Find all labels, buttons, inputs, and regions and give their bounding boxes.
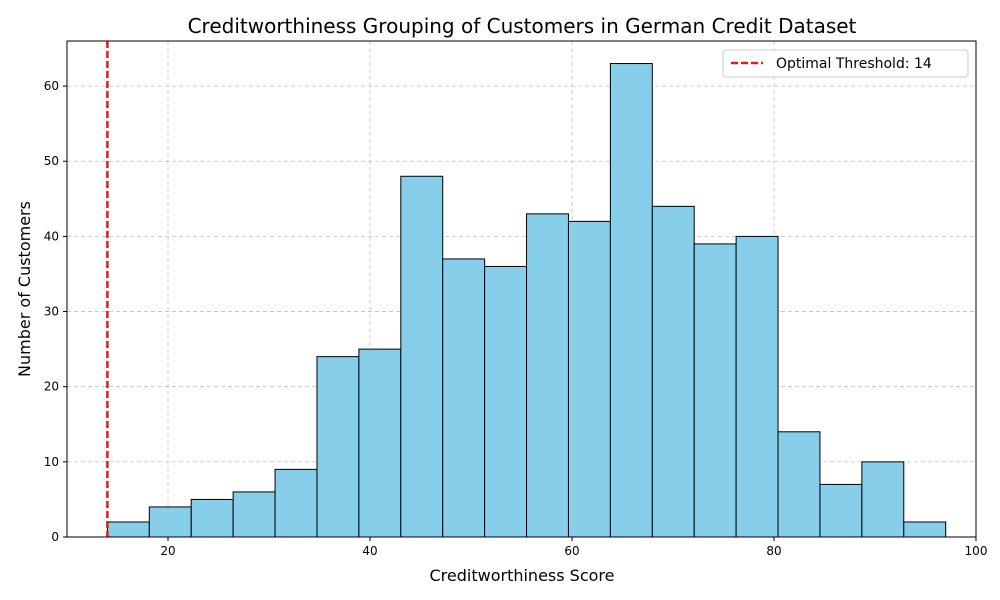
histogram-bar [651, 205, 695, 538]
histogram-bar [316, 356, 360, 538]
histogram-bar [567, 220, 611, 538]
histogram-bar [526, 213, 569, 538]
x-axis-title: Creditworthiness Score [430, 566, 615, 585]
legend-threshold-label: Optimal Threshold: 14 [776, 56, 932, 72]
histogram-bar [232, 491, 276, 538]
histogram-bar [903, 521, 947, 538]
histogram-bar [148, 506, 192, 538]
histogram-bars [106, 63, 947, 538]
x-tick-label: 40 [362, 544, 377, 558]
y-tick-label: 60 [44, 79, 59, 93]
histogram-bar [777, 431, 821, 538]
histogram-bar [400, 175, 444, 538]
plot-frame [66, 40, 977, 538]
histogram-bar [735, 235, 779, 538]
histogram-bar [693, 243, 737, 538]
x-tick-label: 20 [160, 544, 175, 558]
y-tick-label: 10 [44, 455, 59, 469]
histogram-bar [358, 348, 402, 538]
x-tick-label: 100 [965, 544, 988, 558]
histogram-bar [106, 521, 150, 538]
y-axis-title: Number of Customers [15, 201, 34, 377]
legend-box [722, 49, 969, 78]
histogram-bar [484, 265, 528, 538]
x-axis-ticks: 20 40 60 80 100 [160, 537, 987, 558]
chart-title: Creditworthiness Grouping of Customers i… [188, 14, 857, 38]
histogram-bar [274, 468, 318, 538]
y-tick-label: 40 [44, 229, 59, 243]
histogram-bar [861, 461, 905, 538]
y-tick-label: 0 [51, 530, 59, 544]
histogram-bar [442, 258, 486, 538]
y-tick-label: 30 [44, 305, 59, 319]
histogram-bar [190, 498, 234, 538]
y-tick-label: 20 [44, 380, 59, 394]
histogram-bar [819, 483, 863, 538]
x-tick-label: 80 [766, 544, 781, 558]
y-axis-ticks: 0 10 20 30 40 50 60 [44, 79, 67, 544]
y-tick-label: 50 [44, 154, 59, 168]
legend: Optimal Threshold: 14 [722, 49, 969, 78]
histogram-bar [609, 63, 653, 538]
x-tick-label: 60 [564, 544, 579, 558]
